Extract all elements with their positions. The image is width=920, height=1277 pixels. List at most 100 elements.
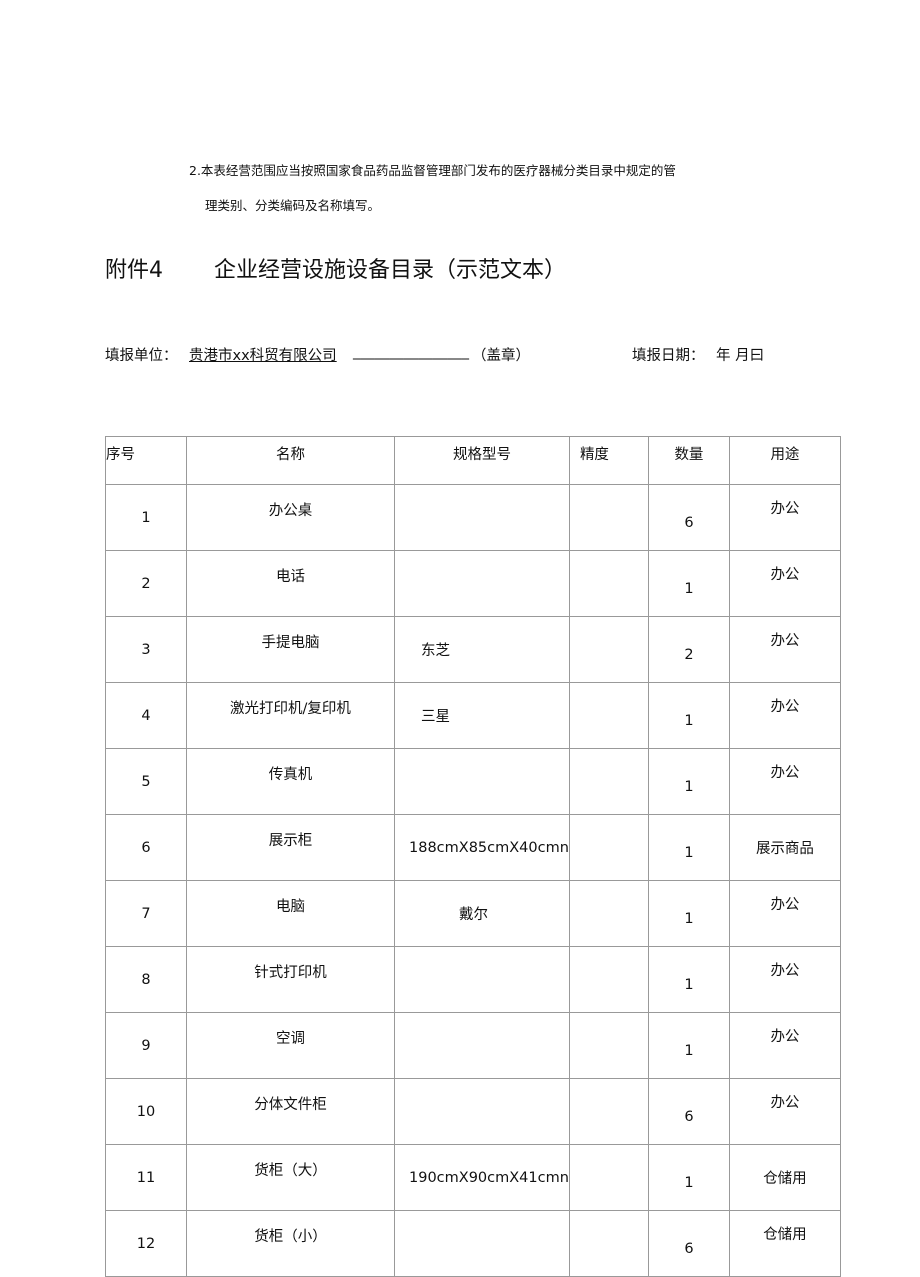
table-cell-usage: 办公 bbox=[728, 616, 841, 683]
table-cell-precision bbox=[568, 880, 649, 947]
table-row: 11 货柜（大） 190cmX90cmX41cmn 1 仓储用 bbox=[105, 1144, 841, 1211]
seal-label: （盖章） bbox=[472, 348, 530, 364]
equipment-table: 序号 名称 规格型号 精度 数量 用途 1 办公桌 6 办公 2 电话 1 办公 3 手提电脑 东芝… bbox=[105, 436, 841, 1277]
table-cell-precision bbox=[568, 1144, 649, 1211]
table-cell-name: 分体文件柜 bbox=[186, 1078, 395, 1145]
table-cell-name: 电话 bbox=[186, 550, 395, 617]
table-cell-spec: 戴尔 bbox=[394, 880, 570, 947]
table-row: 9 空调 1 办公 bbox=[105, 1012, 841, 1079]
table-cell-usage: 办公 bbox=[728, 484, 841, 551]
table-cell-name: 空调 bbox=[186, 1012, 395, 1079]
table-cell-quantity: 6 bbox=[647, 484, 730, 551]
table-row: 3 手提电脑 东芝 2 办公 bbox=[105, 616, 841, 683]
table-cell-usage: 办公 bbox=[728, 1078, 841, 1145]
table-cell-spec: 东芝 bbox=[394, 616, 570, 683]
table-cell-spec bbox=[394, 1012, 570, 1079]
date-label: 填报日期： bbox=[632, 348, 705, 364]
table-cell-name: 电脑 bbox=[186, 880, 395, 947]
table-cell-name: 针式打印机 bbox=[186, 946, 395, 1013]
table-header-row: 序号 名称 规格型号 精度 数量 用途 bbox=[105, 436, 841, 485]
table-cell-name: 展示柜 bbox=[186, 814, 395, 881]
header-cell: 名称 bbox=[186, 436, 395, 485]
table-cell-name: 激光打印机/复印机 bbox=[186, 682, 395, 749]
table-cell-usage: 仓储用 bbox=[728, 1144, 841, 1211]
table-cell-name: 货柜（小） bbox=[186, 1210, 395, 1277]
table-cell-quantity: 1 bbox=[647, 682, 730, 749]
table-cell-usage: 办公 bbox=[728, 880, 841, 947]
table-cell-usage: 展示商品 bbox=[728, 814, 841, 881]
table-cell-seq: 1 bbox=[105, 484, 187, 551]
table-cell-usage: 办公 bbox=[728, 748, 841, 815]
table-cell-quantity: 1 bbox=[647, 1144, 730, 1211]
table-cell-seq: 8 bbox=[105, 946, 187, 1013]
header-cell: 序号 bbox=[105, 436, 187, 485]
table-cell-seq: 9 bbox=[105, 1012, 187, 1079]
table-cell-usage: 办公 bbox=[728, 550, 841, 617]
table-cell-usage: 办公 bbox=[728, 1012, 841, 1079]
table-cell-quantity: 1 bbox=[647, 814, 730, 881]
table-cell-quantity: 1 bbox=[647, 946, 730, 1013]
table-cell-quantity: 1 bbox=[647, 748, 730, 815]
table-cell-quantity: 1 bbox=[647, 1012, 730, 1079]
table-row: 1 办公桌 6 办公 bbox=[105, 484, 841, 551]
header-cell: 规格型号 bbox=[394, 436, 570, 485]
table-cell-seq: 4 bbox=[105, 682, 187, 749]
table-cell-spec: 188cmX85cmX40cmn bbox=[394, 814, 570, 881]
note-line-2: 理类别、分类编码及名称填写。 bbox=[205, 198, 381, 213]
table-cell-precision bbox=[568, 1210, 649, 1277]
table-cell-precision bbox=[568, 616, 649, 683]
unit-value: 贵港市xx科贸有限公司 bbox=[189, 348, 337, 364]
table-cell-precision bbox=[568, 946, 649, 1013]
table-cell-spec bbox=[394, 748, 570, 815]
table-cell-name: 手提电脑 bbox=[186, 616, 395, 683]
table-cell-seq: 11 bbox=[105, 1144, 187, 1211]
table-cell-precision bbox=[568, 1078, 649, 1145]
table-cell-spec bbox=[394, 484, 570, 551]
table-cell-precision bbox=[568, 748, 649, 815]
header-cell: 数量 bbox=[647, 436, 730, 485]
table-cell-precision bbox=[568, 682, 649, 749]
table-row: 8 针式打印机 1 办公 bbox=[105, 946, 841, 1013]
table-cell-seq: 7 bbox=[105, 880, 187, 947]
table-cell-name: 办公桌 bbox=[186, 484, 395, 551]
table-cell-seq: 12 bbox=[105, 1210, 187, 1277]
table-cell-spec bbox=[394, 550, 570, 617]
table-cell-precision bbox=[568, 484, 649, 551]
date-value: 年 月曰 bbox=[716, 348, 765, 364]
table-row: 5 传真机 1 办公 bbox=[105, 748, 841, 815]
table-cell-seq: 6 bbox=[105, 814, 187, 881]
table-row: 7 电脑 戴尔 1 办公 bbox=[105, 880, 841, 947]
table-cell-spec: 190cmX90cmX41cmn bbox=[394, 1144, 570, 1211]
table-row: 12 货柜（小） 6 仓储用 bbox=[105, 1210, 841, 1277]
unit-label: 填报单位： bbox=[105, 348, 178, 364]
header-cell: 精度 bbox=[568, 436, 649, 485]
table-cell-name: 传真机 bbox=[186, 748, 395, 815]
table-cell-quantity: 1 bbox=[647, 550, 730, 617]
table-cell-quantity: 2 bbox=[647, 616, 730, 683]
table-cell-quantity: 6 bbox=[647, 1078, 730, 1145]
table-cell-spec bbox=[394, 1078, 570, 1145]
page-title: 企业经营设施设备目录（示范文本） bbox=[214, 258, 567, 283]
table-cell-name: 货柜（大） bbox=[186, 1144, 395, 1211]
table-cell-precision bbox=[568, 550, 649, 617]
table-row: 4 激光打印机/复印机 三星 1 办公 bbox=[105, 682, 841, 749]
table-cell-usage: 仓储用 bbox=[728, 1210, 841, 1277]
table-cell-usage: 办公 bbox=[728, 682, 841, 749]
table-row: 6 展示柜 188cmX85cmX40cmn 1 展示商品 bbox=[105, 814, 841, 881]
table-cell-precision bbox=[568, 814, 649, 881]
blank-line: ________________ bbox=[353, 344, 469, 360]
table-cell-usage: 办公 bbox=[728, 946, 841, 1013]
table-cell-quantity: 6 bbox=[647, 1210, 730, 1277]
table-row: 10 分体文件柜 6 办公 bbox=[105, 1078, 841, 1145]
header-cell: 用途 bbox=[728, 436, 841, 485]
table-cell-spec bbox=[394, 946, 570, 1013]
attachment-label: 附件4 bbox=[105, 258, 163, 283]
table-cell-seq: 5 bbox=[105, 748, 187, 815]
table-cell-spec: 三星 bbox=[394, 682, 570, 749]
table-row: 2 电话 1 办公 bbox=[105, 550, 841, 617]
note-line-1: 2.本表经营范围应当按照国家食品药品监督管理部门发布的医疗器械分类目录中规定的管 bbox=[189, 163, 676, 178]
table-cell-seq: 2 bbox=[105, 550, 187, 617]
table-cell-spec bbox=[394, 1210, 570, 1277]
table-cell-precision bbox=[568, 1012, 649, 1079]
